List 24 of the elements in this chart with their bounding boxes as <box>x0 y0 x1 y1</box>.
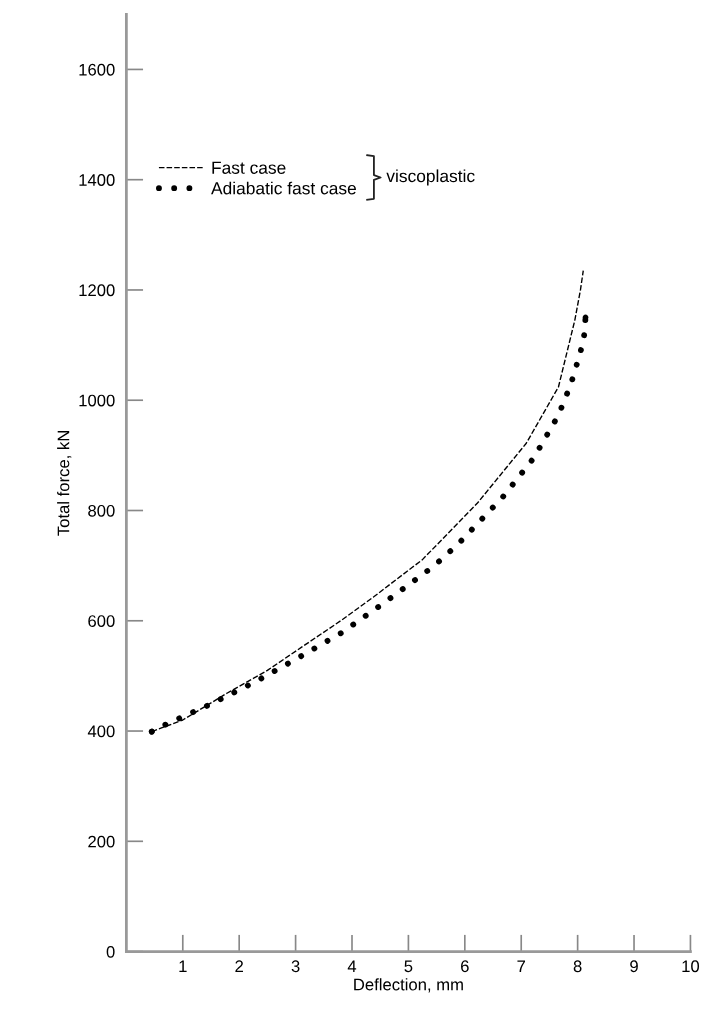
x-tick-label: 10 <box>682 960 700 973</box>
x-tick-label: 8 <box>573 960 582 973</box>
legend-label: Adiabatic fast case <box>211 181 356 195</box>
x-tick-label: 6 <box>461 960 469 973</box>
y-tick-label: 1600 <box>79 63 115 76</box>
x-tick-label: 9 <box>630 960 638 973</box>
x-axis-title: Deflection, mm <box>354 978 463 993</box>
y-tick-label: 0 <box>106 945 115 958</box>
annotation: viscoplastic <box>386 169 475 186</box>
legend-label: Fast case <box>212 161 286 174</box>
y-tick-label: 1200 <box>79 284 115 297</box>
x-tick-label: 4 <box>347 960 357 972</box>
y-axis-title: Total force, kN <box>57 431 72 536</box>
y-tick-label: 200 <box>88 835 115 848</box>
x-tick-label: 3 <box>291 960 300 973</box>
x-tick-label: 1 <box>179 960 187 972</box>
x-tick-label: 2 <box>235 960 243 972</box>
y-tick-label: 600 <box>88 615 115 627</box>
y-tick-label: 1000 <box>79 394 115 407</box>
y-tick-label: 400 <box>87 725 115 738</box>
x-tick-label: 5 <box>404 960 413 973</box>
y-tick-label: 800 <box>88 504 115 517</box>
x-tick-label: 7 <box>517 960 526 972</box>
y-tick-label: 1400 <box>79 174 115 186</box>
